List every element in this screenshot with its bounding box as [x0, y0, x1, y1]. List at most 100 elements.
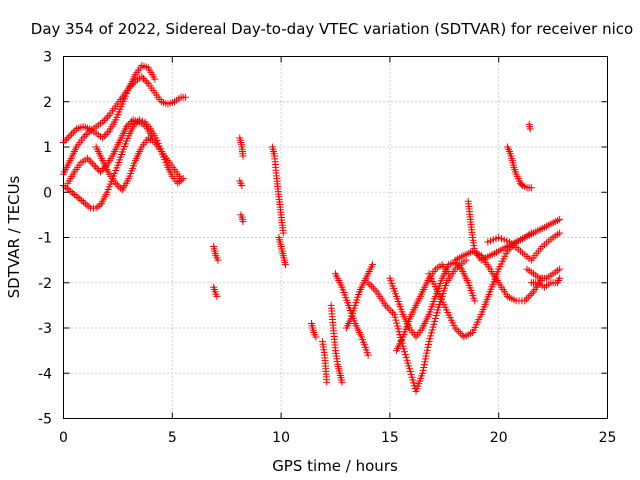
data-point: [364, 279, 372, 287]
data-point: [556, 215, 564, 223]
data-point: [139, 75, 147, 83]
data-point: [85, 203, 93, 211]
data-point: [433, 309, 441, 317]
data-point: [454, 262, 462, 270]
data-point: [213, 292, 221, 300]
y-tick-label: -5: [38, 412, 52, 428]
data-point: [338, 378, 346, 386]
data-point: [98, 166, 106, 174]
data-point: [382, 301, 390, 309]
y-tick-labels: -5 -4 -3 -2 -1 0 1 2 3: [38, 50, 52, 428]
data-point: [151, 75, 159, 83]
data-point: [451, 324, 459, 332]
data-point: [526, 291, 534, 299]
data-point: [527, 184, 535, 192]
data-point: [83, 201, 91, 209]
data-point: [141, 76, 149, 84]
data-point: [72, 192, 80, 200]
data-point: [61, 137, 69, 145]
data-point: [63, 184, 71, 192]
data-point: [421, 358, 429, 366]
data-point: [102, 115, 110, 123]
data-point: [427, 332, 435, 340]
y-tick-label: 3: [43, 50, 52, 66]
data-point: [430, 320, 438, 328]
data-point: [81, 200, 89, 208]
data-point: [521, 297, 529, 305]
data-point: [65, 186, 73, 194]
data-point: [419, 369, 427, 377]
data-point: [368, 282, 376, 290]
data-point: [92, 204, 100, 212]
data-point: [387, 307, 395, 315]
x-tick-label: 5: [168, 430, 177, 446]
data-point: [214, 256, 222, 264]
data-point: [83, 154, 91, 162]
data-point: [102, 131, 110, 139]
data-point: [371, 286, 379, 294]
data-point: [100, 132, 108, 140]
data-point: [393, 319, 401, 327]
data-point: [556, 229, 564, 237]
data-point: [281, 261, 289, 269]
data-point: [138, 73, 146, 81]
data-point: [385, 305, 393, 313]
data-point: [392, 316, 400, 324]
data-point: [527, 229, 535, 237]
y-tick-label: 0: [43, 185, 52, 201]
data-point: [420, 361, 428, 369]
data-point: [523, 295, 531, 303]
data-point: [239, 218, 247, 226]
data-point: [389, 309, 397, 317]
data-point: [87, 158, 95, 166]
data-point: [177, 175, 185, 183]
data-point: [79, 198, 87, 206]
data-point: [383, 303, 391, 311]
data-point: [66, 132, 74, 140]
data-point: [71, 127, 79, 135]
data-point: [394, 325, 402, 333]
data-point: [79, 134, 87, 142]
data-point: [100, 116, 108, 124]
data-point: [76, 195, 84, 203]
data-point: [113, 181, 121, 189]
data-point: [143, 78, 151, 86]
data-point: [368, 261, 376, 269]
data-point: [174, 179, 182, 187]
data-point: [422, 352, 430, 360]
data-point: [69, 128, 77, 136]
y-tick-label: -4: [38, 366, 52, 382]
data-point: [112, 179, 120, 187]
data-point: [445, 270, 453, 278]
data-point: [425, 338, 433, 346]
data-point: [117, 184, 125, 192]
data-point: [96, 168, 104, 176]
data-point: [124, 121, 132, 129]
data-point: [556, 274, 564, 282]
data-point: [364, 351, 372, 359]
data-point: [458, 331, 466, 339]
data-point: [74, 194, 82, 202]
data-point: [391, 313, 399, 321]
data-point: [528, 290, 536, 298]
data-point: [427, 329, 435, 337]
data-points: [60, 62, 564, 395]
chart-title: Day 354 of 2022, Sidereal Day-to-day VTE…: [31, 20, 633, 38]
data-point: [456, 329, 464, 337]
data-point: [128, 118, 135, 126]
data-point: [424, 340, 432, 348]
x-tick-label: 0: [59, 430, 68, 446]
data-point: [81, 132, 89, 140]
data-point: [429, 323, 437, 331]
data-point: [88, 159, 96, 167]
data-point: [78, 197, 86, 205]
data-point: [181, 93, 189, 101]
data-point: [99, 118, 107, 126]
data-point: [455, 328, 463, 336]
y-tick-label: -1: [38, 231, 52, 247]
x-axis-label: GPS time / hours: [272, 457, 398, 475]
data-point: [456, 263, 464, 271]
data-point: [104, 113, 112, 121]
x-tick-labels: 0 5 10 15 20 25: [59, 430, 616, 446]
